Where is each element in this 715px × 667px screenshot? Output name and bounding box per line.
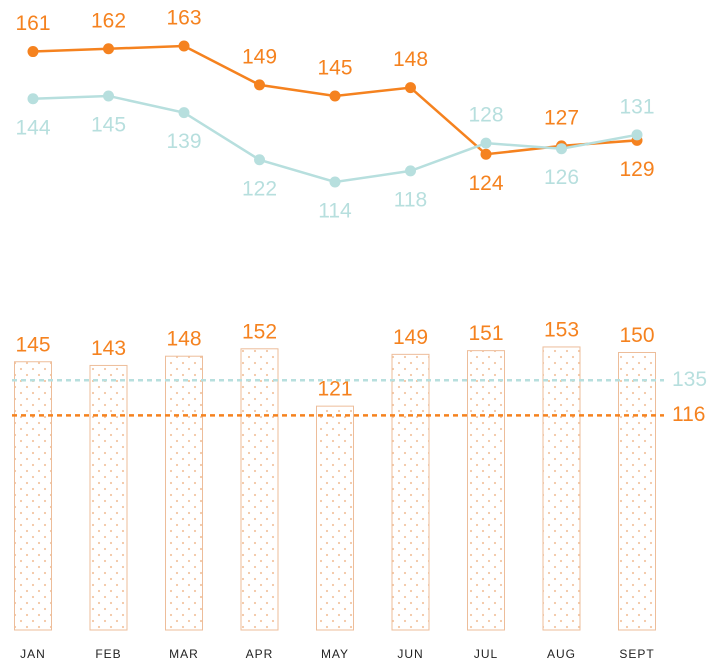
x-tick-label: JUN xyxy=(397,647,423,661)
point xyxy=(480,148,492,160)
x-tick-label: SEPT xyxy=(619,647,654,661)
data-label: 121 xyxy=(317,378,352,401)
data-label: 114 xyxy=(318,200,352,223)
data-label: 128 xyxy=(468,104,503,127)
x-tick-label: AUG xyxy=(547,647,576,661)
point xyxy=(329,176,341,188)
data-label: 149 xyxy=(393,326,428,349)
data-label: 129 xyxy=(619,158,654,181)
data-label: 161 xyxy=(15,12,50,35)
x-tick-label: FEB xyxy=(95,647,121,661)
x-tick-label: MAY xyxy=(321,647,349,661)
bar xyxy=(618,352,656,631)
bar xyxy=(542,346,581,631)
point xyxy=(631,129,643,141)
x-tick-label: APR xyxy=(246,647,274,661)
bar xyxy=(316,405,354,631)
data-label: 127 xyxy=(544,106,579,129)
data-label: 126 xyxy=(544,166,579,189)
data-label: 143 xyxy=(91,337,126,360)
point xyxy=(178,40,190,52)
reference-label: 135 xyxy=(672,368,707,391)
point xyxy=(405,82,416,94)
point xyxy=(254,154,265,166)
data-label: 145 xyxy=(91,114,126,137)
bar xyxy=(467,350,505,631)
data-label: 153 xyxy=(544,318,579,341)
data-label: 139 xyxy=(166,130,201,153)
bar xyxy=(165,355,203,631)
point xyxy=(103,90,114,102)
bar xyxy=(240,348,279,631)
data-label: 148 xyxy=(393,48,428,71)
data-label: 148 xyxy=(166,328,201,351)
x-tick-label: JAN xyxy=(20,647,46,661)
x-tick-label: JUL xyxy=(474,647,498,661)
reference-label: 116 xyxy=(672,403,705,426)
point xyxy=(405,165,416,177)
data-label: 131 xyxy=(619,95,654,118)
bar xyxy=(14,361,52,631)
point xyxy=(329,90,341,102)
point xyxy=(27,46,39,58)
data-label: 122 xyxy=(242,177,277,200)
point xyxy=(556,143,567,155)
data-label: 149 xyxy=(242,45,277,68)
x-tick-label: MAR xyxy=(169,647,199,661)
point xyxy=(178,107,190,119)
point xyxy=(254,79,265,91)
data-label: 124 xyxy=(468,172,503,195)
data-label: 163 xyxy=(166,7,201,30)
data-label: 162 xyxy=(91,9,126,32)
data-label: 145 xyxy=(317,57,352,80)
bar xyxy=(89,364,128,631)
bar xyxy=(391,353,430,631)
data-label: 151 xyxy=(468,322,503,345)
data-label: 150 xyxy=(619,324,654,347)
point xyxy=(480,137,492,149)
data-label: 118 xyxy=(394,188,427,211)
point xyxy=(27,93,39,105)
data-label: 152 xyxy=(242,320,277,343)
data-label: 144 xyxy=(15,116,50,139)
data-label: 145 xyxy=(15,333,50,356)
point xyxy=(103,43,114,55)
